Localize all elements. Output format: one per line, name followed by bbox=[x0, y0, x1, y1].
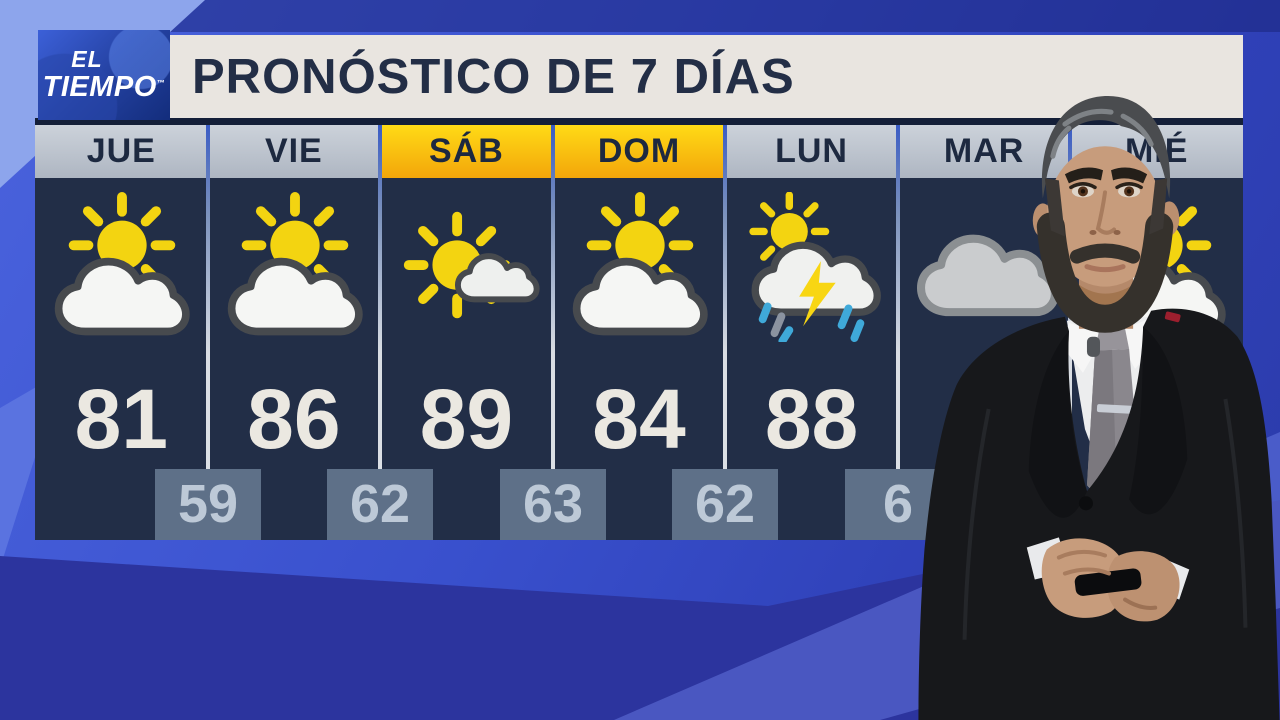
lapel-pin bbox=[1164, 311, 1181, 323]
weather-presenter bbox=[918, 95, 1280, 720]
hair-highlights bbox=[1050, 108, 1154, 159]
mustache bbox=[1069, 243, 1141, 264]
hair bbox=[1041, 95, 1171, 199]
low-temperature: 62 bbox=[672, 469, 778, 540]
column-divider bbox=[723, 125, 728, 540]
beard bbox=[1036, 212, 1174, 333]
day-header: JUE bbox=[35, 125, 208, 178]
column-divider bbox=[378, 125, 383, 540]
day-header-highlighted: DOM bbox=[552, 125, 726, 178]
high-temperature: 81 bbox=[74, 372, 168, 466]
eyebrow bbox=[1111, 167, 1148, 184]
logo-line-2: TIEMPO™ bbox=[42, 71, 166, 103]
high-temperature: 88 bbox=[764, 372, 859, 466]
hands bbox=[1041, 538, 1180, 622]
day-header: LUN bbox=[725, 125, 898, 178]
sideburn bbox=[1149, 178, 1168, 235]
suit-jacket bbox=[918, 308, 1280, 720]
column-divider bbox=[205, 125, 210, 540]
low-temperature: 63 bbox=[500, 469, 606, 540]
day-header: MAR bbox=[897, 125, 1071, 178]
eyebrow bbox=[1064, 167, 1104, 184]
tie-clip bbox=[1096, 404, 1136, 414]
high-temperature: 86 bbox=[247, 372, 341, 466]
trademark-mark: ™ bbox=[156, 78, 166, 88]
title-bar: PRONÓSTICO DE 7 DÍAS bbox=[170, 35, 1243, 118]
sun-behind-cloud-icon bbox=[47, 192, 195, 342]
logo-line-1: EL bbox=[71, 46, 103, 72]
day-header: VIE bbox=[207, 125, 381, 178]
el-tiempo-logo: EL TIEMPO™ bbox=[38, 30, 170, 120]
sun-with-small-cloud-icon bbox=[392, 192, 540, 342]
sun-behind-cloud-icon bbox=[565, 192, 713, 342]
eyes bbox=[1069, 182, 1143, 198]
lapel-microphone bbox=[1086, 336, 1101, 357]
sideburn bbox=[1044, 178, 1065, 237]
high-temperature: 84 bbox=[592, 372, 686, 466]
jacket-button bbox=[1078, 496, 1093, 511]
thunderstorm-sun-rain-icon bbox=[738, 192, 886, 342]
column-divider bbox=[550, 125, 555, 540]
column-divider bbox=[895, 125, 900, 540]
page-title: PRONÓSTICO DE 7 DÍAS bbox=[192, 49, 795, 104]
background-top-band bbox=[0, 0, 1280, 32]
header-gap-strip bbox=[35, 118, 1243, 125]
sun-behind-cloud-icon bbox=[220, 192, 368, 342]
low-temperature: 62 bbox=[327, 469, 433, 540]
high-temperature: 89 bbox=[419, 372, 514, 466]
lips bbox=[1084, 264, 1126, 273]
presentation-clicker bbox=[1074, 568, 1142, 596]
nose bbox=[1095, 190, 1117, 235]
day-header-highlighted: SÁB bbox=[380, 125, 553, 178]
low-temperature: 59 bbox=[155, 469, 261, 540]
